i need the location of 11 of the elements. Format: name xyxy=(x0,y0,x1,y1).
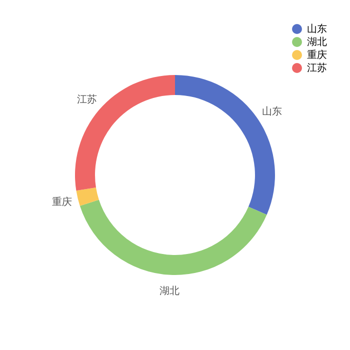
donut-slice xyxy=(76,188,99,206)
donut-slice xyxy=(80,200,267,275)
legend-label: 重庆 xyxy=(307,49,327,61)
donut-slice xyxy=(75,75,175,191)
slice-label: 重庆 xyxy=(52,196,72,208)
slice-label: 山东 xyxy=(262,105,282,118)
legend-label: 湖北 xyxy=(307,36,327,48)
legend-label: 江苏 xyxy=(307,62,327,74)
slice-label: 江苏 xyxy=(76,94,97,106)
slice-label: 湖北 xyxy=(160,284,180,297)
legend-label: 山东 xyxy=(307,23,327,35)
